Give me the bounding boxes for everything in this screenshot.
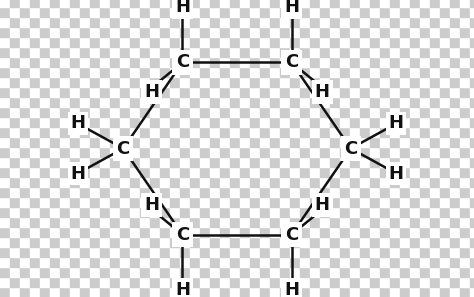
- Text: H: H: [315, 196, 330, 214]
- Text: H: H: [144, 83, 159, 101]
- Text: H: H: [175, 0, 190, 16]
- Text: H: H: [71, 114, 86, 132]
- Text: H: H: [144, 196, 159, 214]
- Text: H: H: [175, 281, 190, 297]
- Text: C: C: [117, 140, 130, 157]
- Text: C: C: [285, 53, 298, 71]
- Text: H: H: [284, 281, 299, 297]
- Text: C: C: [176, 53, 189, 71]
- Text: H: H: [71, 165, 86, 183]
- Text: H: H: [388, 114, 403, 132]
- Text: H: H: [388, 165, 403, 183]
- Text: C: C: [176, 226, 189, 244]
- Text: C: C: [344, 140, 357, 157]
- Text: H: H: [284, 0, 299, 16]
- Text: H: H: [315, 83, 330, 101]
- Text: C: C: [285, 226, 298, 244]
